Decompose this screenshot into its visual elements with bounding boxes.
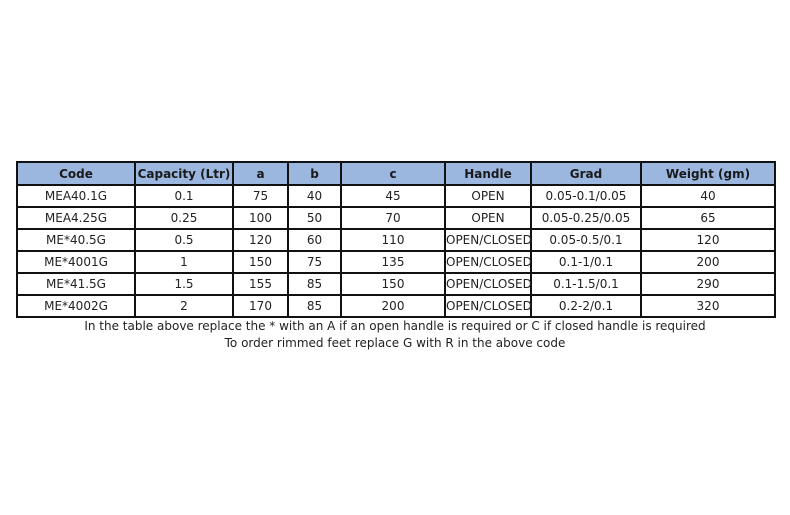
cell-b: 75 [287,250,342,274]
cell-grad: 0.05-0.25/0.05 [530,206,642,230]
cell-code: MEA40.1G [16,184,136,208]
cell-code: ME*4002G [16,294,136,318]
cell-handle: OPEN/CLOSED [444,272,532,296]
cell-a: 75 [232,184,289,208]
cell-b: 85 [287,272,342,296]
cell-a: 150 [232,250,289,274]
column-header-a: a [232,161,289,186]
column-header-c: c [340,161,446,186]
cell-grad: 0.1-1.5/0.1 [530,272,642,296]
cell-capacity: 2 [134,294,234,318]
cell-weight: 290 [640,272,776,296]
cell-b: 50 [287,206,342,230]
cell-a: 120 [232,228,289,252]
cell-b: 85 [287,294,342,318]
cell-capacity: 0.25 [134,206,234,230]
note-replace-asterisk: In the table above replace the * with an… [84,319,706,333]
cell-weight: 120 [640,228,776,252]
cell-c: 200 [340,294,446,318]
column-header-capacity: Capacity (Ltr) [134,161,234,186]
cell-handle: OPEN/CLOSED [444,228,532,252]
cell-handle: OPEN [444,206,532,230]
cell-grad: 0.05-0.1/0.05 [530,184,642,208]
cell-code: ME*41.5G [16,272,136,296]
cell-c: 110 [340,228,446,252]
table-row: ME*41.5G 1.5 155 85 150 OPEN/CLOSED 0.1-1.5/0.… [16,272,776,296]
table-row: MEA40.1G 0.1 75 40 45 OPEN 0.05-0.1/0.05 40 [16,184,776,208]
table-row: ME*40.5G 0.5 120 60 110 OPEN/CLOSED 0.05-0.5/0… [16,228,776,252]
note-rimmed-feet: To order rimmed feet replace G with R in… [224,336,566,350]
cell-a: 100 [232,206,289,230]
cell-c: 150 [340,272,446,296]
column-header-grad: Grad [530,161,642,186]
cell-a: 170 [232,294,289,318]
column-header-code: Code [16,161,136,186]
cell-weight: 320 [640,294,776,318]
cell-handle: OPEN/CLOSED [444,294,532,318]
cell-code: ME*4001G [16,250,136,274]
cell-code: MEA4.25G [16,206,136,230]
notes: In the table above replace the * with an… [0,318,790,352]
column-header-b: b [287,161,342,186]
product-table: Code Capacity (Ltr) a b c Handle Grad Weight (g… [16,161,776,318]
cell-c: 135 [340,250,446,274]
cell-handle: OPEN [444,184,532,208]
table-row: ME*4001G 1 150 75 135 OPEN/CLOSED 0.1-1/0.1 200 [16,250,776,274]
cell-c: 70 [340,206,446,230]
header-row: Code Capacity (Ltr) a b c Handle Grad Weight (g… [16,161,776,186]
cell-capacity: 1 [134,250,234,274]
column-header-weight: Weight (gm) [640,161,776,186]
cell-b: 40 [287,184,342,208]
cell-b: 60 [287,228,342,252]
cell-capacity: 1.5 [134,272,234,296]
cell-c: 45 [340,184,446,208]
column-header-handle: Handle [444,161,532,186]
cell-capacity: 0.5 [134,228,234,252]
cell-weight: 200 [640,250,776,274]
cell-capacity: 0.1 [134,184,234,208]
table-row: MEA4.25G 0.25 100 50 70 OPEN 0.05-0.25/0.05 65 [16,206,776,230]
cell-a: 155 [232,272,289,296]
cell-weight: 40 [640,184,776,208]
cell-grad: 0.1-1/0.1 [530,250,642,274]
cell-handle: OPEN/CLOSED [444,250,532,274]
cell-grad: 0.05-0.5/0.1 [530,228,642,252]
cell-code: ME*40.5G [16,228,136,252]
cell-weight: 65 [640,206,776,230]
table-row: ME*4002G 2 170 85 200 OPEN/CLOSED 0.2-2/0.1 320 [16,294,776,318]
cell-grad: 0.2-2/0.1 [530,294,642,318]
